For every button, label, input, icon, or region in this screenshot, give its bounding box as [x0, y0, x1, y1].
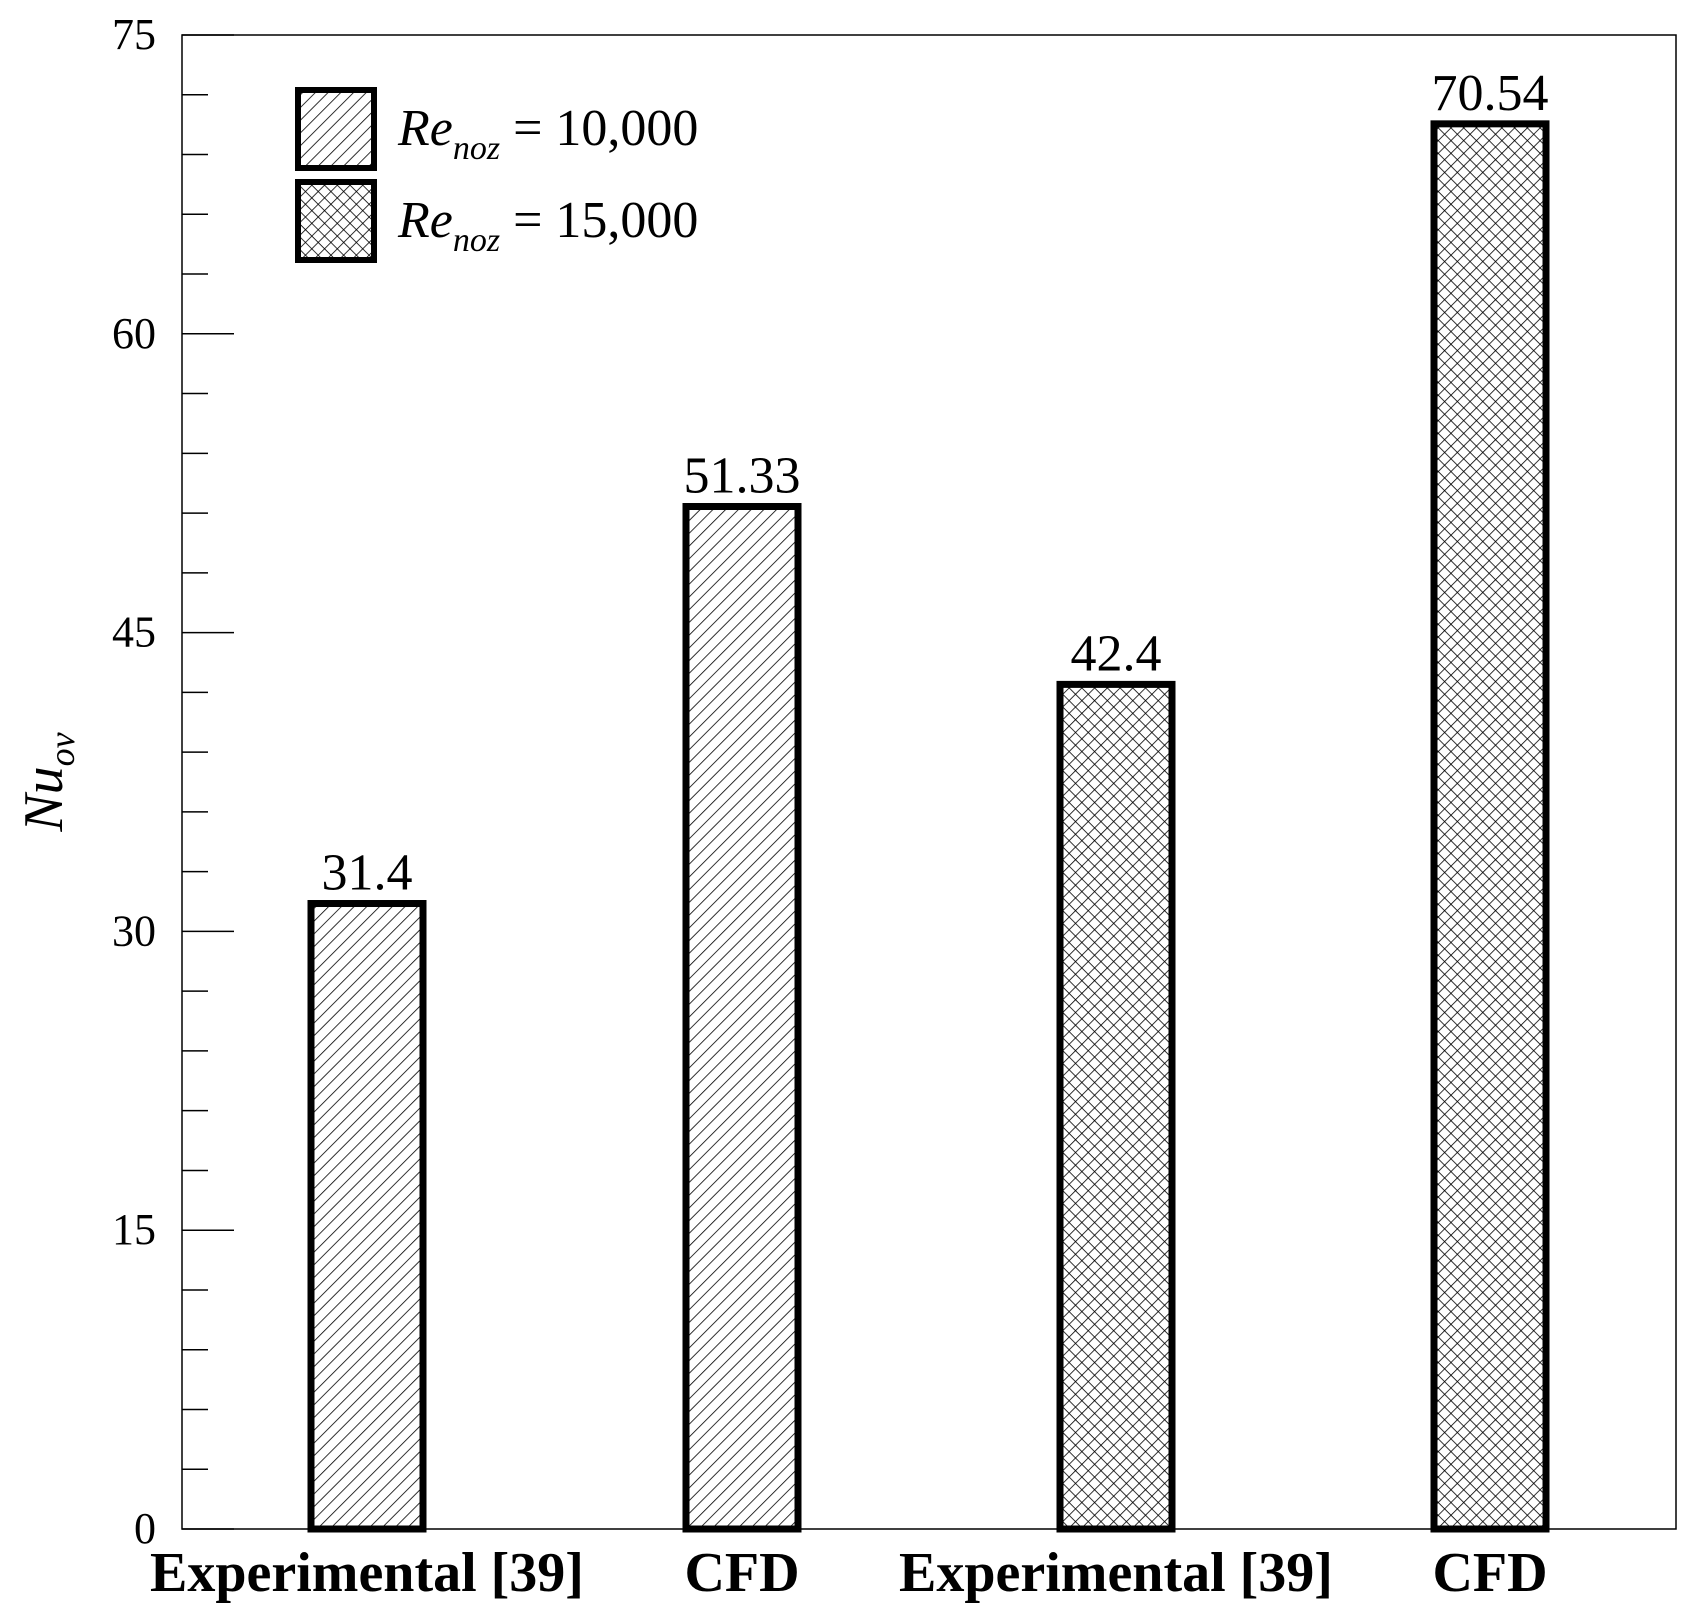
y-tick-label: 45 — [112, 608, 156, 657]
y-axis-title: Nuov — [13, 732, 82, 832]
y-axis-title-main: Nu — [13, 766, 75, 832]
bar-value-label-2: 42.4 — [1071, 625, 1162, 682]
bar-0 — [307, 900, 427, 1533]
legend-swatch-1 — [295, 179, 377, 263]
bar-2 — [1056, 680, 1176, 1533]
legend-label-1-rest: = 15,000 — [500, 192, 698, 249]
bar-value-labels: 31.4 51.33 42.4 70.54 — [322, 65, 1549, 902]
bar-value-label-0: 31.4 — [322, 845, 413, 902]
legend-label-1: Renoz = 15,000 — [397, 192, 698, 259]
legend-label-1-sub: noz — [453, 222, 500, 259]
x-category-label-1: CFD — [684, 1542, 799, 1604]
legend-label-0-sub: noz — [453, 130, 500, 167]
y-tick-label: 60 — [112, 309, 156, 358]
bar-3 — [1430, 120, 1550, 1533]
legend-label-1-main: Re — [397, 192, 453, 249]
legend-label-0-main: Re — [397, 100, 453, 157]
y-tick-label: 75 — [112, 10, 156, 59]
legend-label-0-rest: = 10,000 — [500, 100, 698, 157]
x-category-label-0: Experimental [39] — [150, 1542, 584, 1604]
legend: Renoz = 10,000 Renoz = 15,000 — [295, 87, 698, 263]
y-tick-label: 0 — [134, 1504, 156, 1553]
y-tick-label: 15 — [112, 1205, 156, 1254]
legend-swatch-0 — [295, 87, 377, 171]
x-category-label-2: Experimental [39] — [899, 1542, 1333, 1604]
y-tick-label: 30 — [112, 906, 156, 955]
x-axis-labels: Experimental [39] CFD Experimental [39] CFD — [150, 1542, 1548, 1604]
bar-1 — [682, 503, 802, 1533]
plot-frame — [181, 34, 1677, 1530]
bar-value-label-1: 51.33 — [684, 448, 801, 505]
bars — [307, 120, 1550, 1533]
legend-label-0: Renoz = 10,000 — [397, 100, 698, 167]
y-axis: 0 15 30 45 60 75 — [112, 10, 234, 1553]
bar-value-label-3: 70.54 — [1432, 65, 1549, 122]
y-axis-title-sub: ov — [42, 732, 82, 766]
x-category-label-3: CFD — [1432, 1542, 1547, 1604]
